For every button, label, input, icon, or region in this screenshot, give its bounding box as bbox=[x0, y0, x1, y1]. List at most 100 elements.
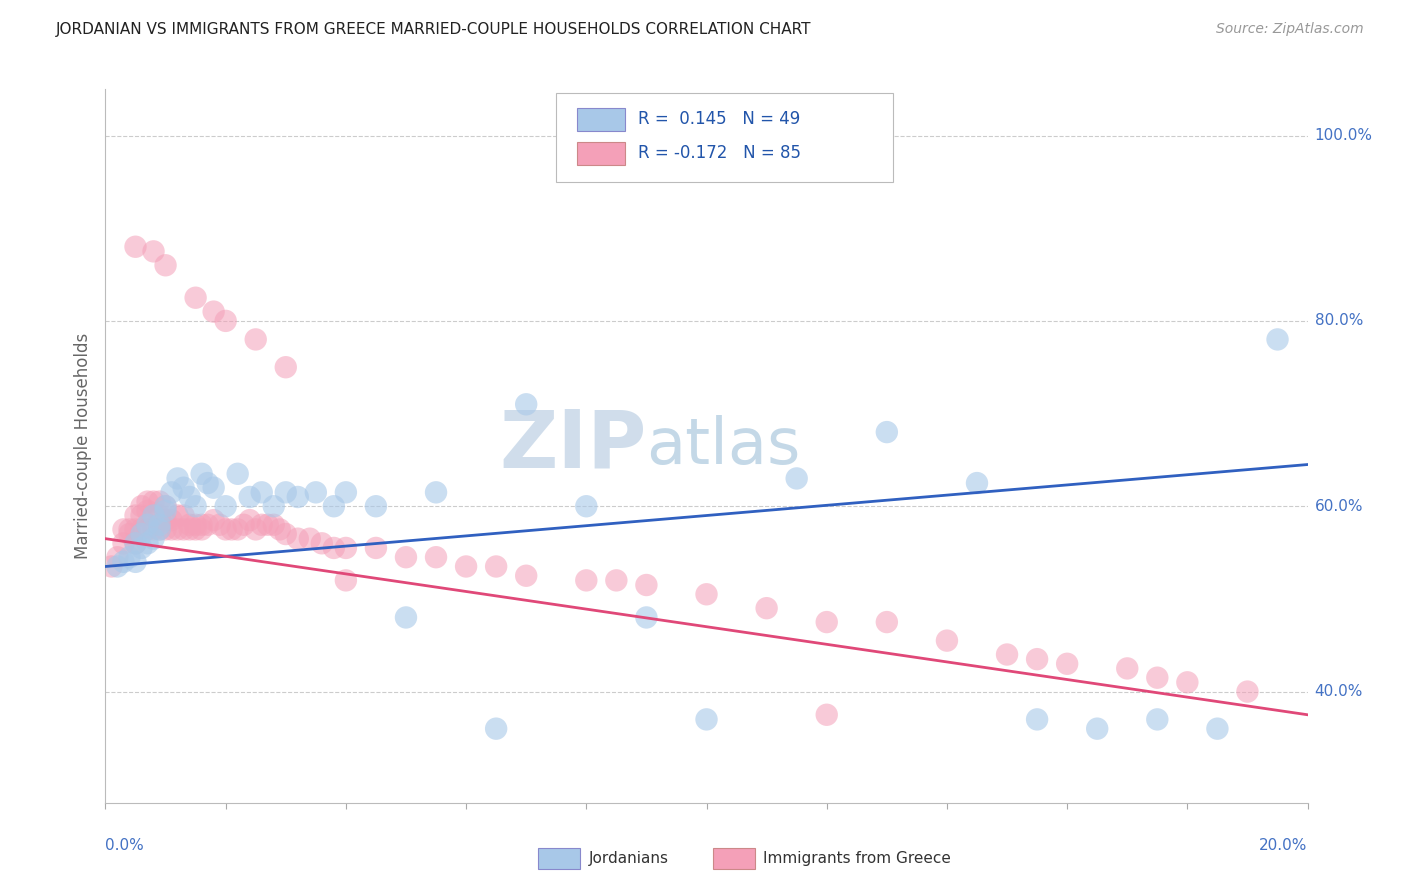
Point bbox=[311, 536, 333, 550]
Point bbox=[364, 500, 387, 514]
Point bbox=[118, 527, 141, 541]
Point bbox=[263, 500, 285, 514]
Point bbox=[112, 523, 135, 537]
FancyBboxPatch shape bbox=[713, 847, 755, 869]
Text: 100.0%: 100.0% bbox=[1315, 128, 1372, 143]
Point bbox=[136, 517, 159, 532]
Point bbox=[124, 523, 146, 537]
Point bbox=[575, 500, 598, 514]
Point bbox=[274, 485, 297, 500]
Point bbox=[148, 523, 170, 537]
Point bbox=[160, 513, 183, 527]
Point bbox=[232, 517, 254, 532]
Point bbox=[131, 541, 153, 555]
Point bbox=[179, 490, 201, 504]
Point bbox=[118, 550, 141, 565]
Point bbox=[184, 517, 207, 532]
Point bbox=[226, 467, 249, 481]
Point bbox=[269, 523, 291, 537]
Point bbox=[250, 485, 273, 500]
Point bbox=[155, 500, 177, 514]
Point bbox=[1026, 652, 1049, 666]
Text: R = -0.172   N = 85: R = -0.172 N = 85 bbox=[638, 145, 801, 162]
Point bbox=[148, 494, 170, 508]
Point bbox=[305, 485, 328, 500]
Point bbox=[148, 508, 170, 523]
Text: 0.0%: 0.0% bbox=[105, 838, 145, 854]
Point bbox=[197, 476, 219, 491]
Point bbox=[322, 500, 344, 514]
Point bbox=[815, 707, 838, 722]
Point bbox=[112, 555, 135, 569]
Point bbox=[142, 523, 165, 537]
Point bbox=[335, 574, 357, 588]
Text: 40.0%: 40.0% bbox=[1315, 684, 1362, 699]
Point bbox=[184, 291, 207, 305]
Point bbox=[425, 550, 447, 565]
Point bbox=[155, 258, 177, 272]
Point bbox=[1267, 333, 1289, 347]
Point bbox=[226, 523, 249, 537]
Point bbox=[184, 523, 207, 537]
Point bbox=[100, 559, 122, 574]
Point bbox=[274, 360, 297, 375]
Point bbox=[395, 550, 418, 565]
Point bbox=[155, 500, 177, 514]
Point bbox=[1056, 657, 1078, 671]
Point bbox=[202, 304, 225, 318]
Text: Jordanians: Jordanians bbox=[589, 851, 669, 866]
Point bbox=[142, 508, 165, 523]
Point bbox=[136, 504, 159, 518]
Point bbox=[335, 485, 357, 500]
Point bbox=[815, 615, 838, 629]
Point bbox=[208, 517, 231, 532]
Point bbox=[112, 536, 135, 550]
FancyBboxPatch shape bbox=[557, 93, 893, 182]
Point bbox=[173, 523, 195, 537]
Point bbox=[425, 485, 447, 500]
Point bbox=[160, 523, 183, 537]
Point bbox=[454, 559, 477, 574]
Point bbox=[136, 536, 159, 550]
Point bbox=[245, 523, 267, 537]
Text: 60.0%: 60.0% bbox=[1315, 499, 1362, 514]
Point bbox=[1085, 722, 1108, 736]
Point bbox=[124, 508, 146, 523]
Point bbox=[966, 476, 988, 491]
Point bbox=[245, 333, 267, 347]
Point bbox=[184, 500, 207, 514]
Text: 20.0%: 20.0% bbox=[1260, 838, 1308, 854]
Point bbox=[298, 532, 321, 546]
Point bbox=[202, 481, 225, 495]
Point bbox=[124, 240, 146, 254]
Point bbox=[214, 500, 236, 514]
Point bbox=[515, 397, 537, 411]
Point bbox=[485, 722, 508, 736]
Point bbox=[148, 523, 170, 537]
Point bbox=[160, 485, 183, 500]
Point bbox=[155, 523, 177, 537]
Point bbox=[936, 633, 959, 648]
Point bbox=[142, 244, 165, 259]
Point bbox=[148, 517, 170, 532]
Point bbox=[131, 523, 153, 537]
Point bbox=[214, 314, 236, 328]
Point bbox=[124, 555, 146, 569]
Point bbox=[142, 508, 165, 523]
Point bbox=[166, 508, 188, 523]
Point bbox=[995, 648, 1018, 662]
Point bbox=[155, 513, 177, 527]
Point bbox=[1116, 661, 1139, 675]
Point bbox=[190, 467, 212, 481]
Point bbox=[131, 500, 153, 514]
Point bbox=[124, 536, 146, 550]
Point bbox=[173, 481, 195, 495]
Point bbox=[166, 471, 188, 485]
Point bbox=[755, 601, 778, 615]
FancyBboxPatch shape bbox=[576, 142, 624, 165]
FancyBboxPatch shape bbox=[538, 847, 581, 869]
Point bbox=[1146, 671, 1168, 685]
Point bbox=[136, 494, 159, 508]
Point bbox=[190, 517, 212, 532]
Point bbox=[118, 523, 141, 537]
